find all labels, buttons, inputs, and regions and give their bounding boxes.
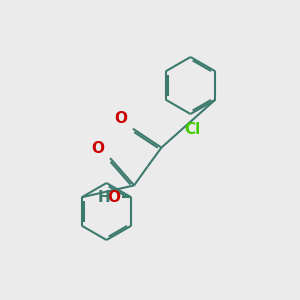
Text: H: H [98,190,111,205]
Text: O: O [92,141,105,156]
Text: O: O [115,111,128,126]
Text: O: O [108,190,121,205]
Text: Cl: Cl [184,122,200,136]
